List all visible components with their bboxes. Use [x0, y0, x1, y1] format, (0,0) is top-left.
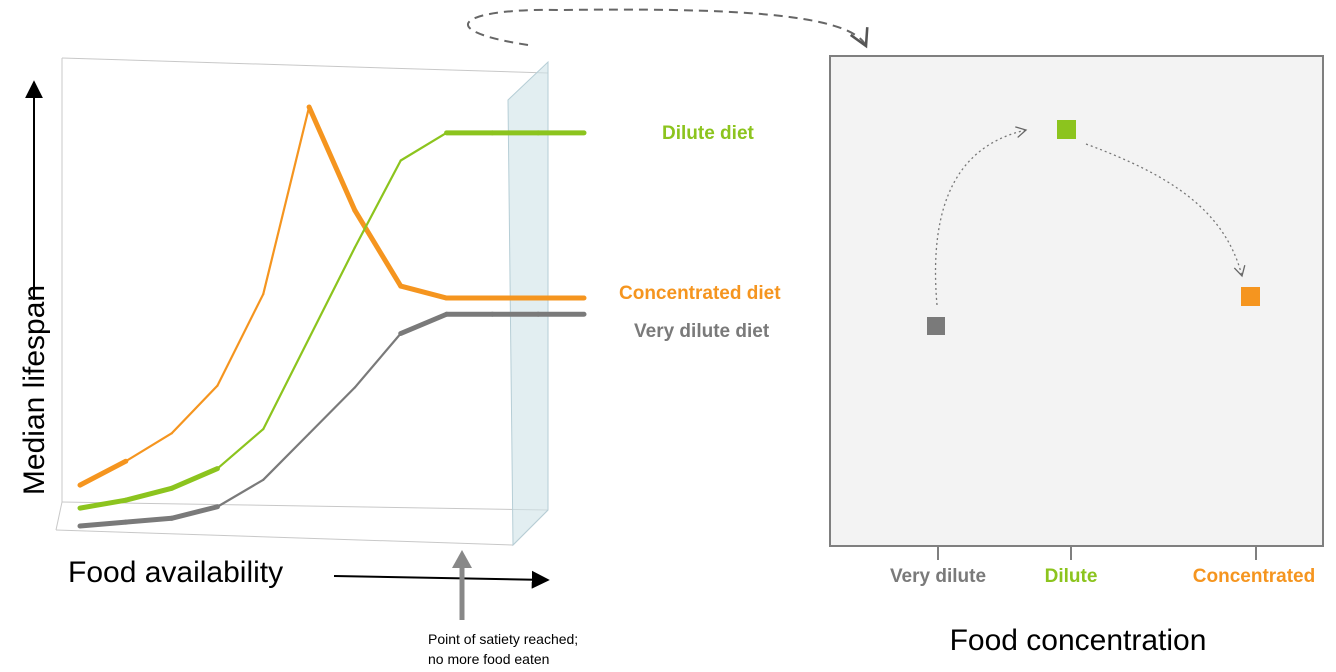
series-concentrated-diet-segment [170, 384, 219, 435]
satiety-note-line1: Point of satiety reached; [428, 631, 578, 647]
series-dilute-diet-segment [399, 131, 448, 162]
series-dilute-diet-segment [77, 497, 129, 511]
series-dilute-diet-segment [307, 246, 357, 340]
series-concentrated-diet-segment [352, 207, 404, 289]
series-concentrated-diet-segment [306, 104, 358, 213]
series-concentrated-diet-segment [262, 105, 311, 296]
series-very-dilute-diet-segment [169, 504, 220, 521]
series-dilute-diet-segment [216, 428, 265, 470]
series-concentrated-diet-segment [124, 432, 173, 463]
series-very-dilute-diet-segment [398, 311, 450, 336]
series-dilute-diet-segment [123, 485, 175, 503]
marker-very-dilute [927, 317, 945, 335]
series-very-dilute-diet-segment [216, 478, 265, 508]
series-dilute-diet-segment [353, 159, 402, 249]
series-very-dilute-diet-segment [307, 386, 357, 435]
satiety-plane [507, 60, 549, 547]
label-very-dilute-diet: Very dilute diet [634, 321, 770, 342]
series-very-dilute-diet-segment [123, 515, 175, 525]
x-axis-label-right: Food concentration [950, 624, 1207, 657]
series-very-dilute-diet-segment [262, 432, 311, 481]
transition-arrow-to-concentrated [1085, 143, 1246, 278]
tick-label-dilute: Dilute [1045, 566, 1098, 587]
tick-label-very-dilute: Very dilute [890, 566, 986, 587]
series-dilute-diet-segment [262, 337, 311, 431]
satiety-arrow-head [452, 550, 472, 568]
right-x-ticks [937, 546, 1257, 560]
x-axis-arrow [333, 570, 550, 589]
right-plot-box [829, 55, 1324, 547]
marker-dilute [1057, 120, 1076, 139]
series-very-dilute-diet-segment [353, 332, 402, 389]
series-lines [77, 104, 587, 529]
marker-concentrated [1241, 287, 1260, 306]
connector-dashed-arrow [467, 8, 869, 49]
series-concentrated-diet-segment [398, 283, 450, 301]
y-axis-label: Median lifespan [18, 285, 51, 495]
label-dilute-diet: Dilute diet [662, 123, 755, 144]
series-dilute-diet-segment [169, 466, 220, 491]
label-concentrated-diet: Concentrated diet [619, 283, 781, 304]
series-very-dilute-diet-segment [77, 519, 129, 529]
x-axis-label-left: Food availability [68, 556, 283, 589]
series-concentrated-diet-segment [77, 458, 129, 488]
tick-label-concentrated: Concentrated [1193, 566, 1315, 587]
series-concentrated-diet-segment [216, 292, 265, 387]
satiety-note-line2: no more food eaten [428, 651, 549, 667]
